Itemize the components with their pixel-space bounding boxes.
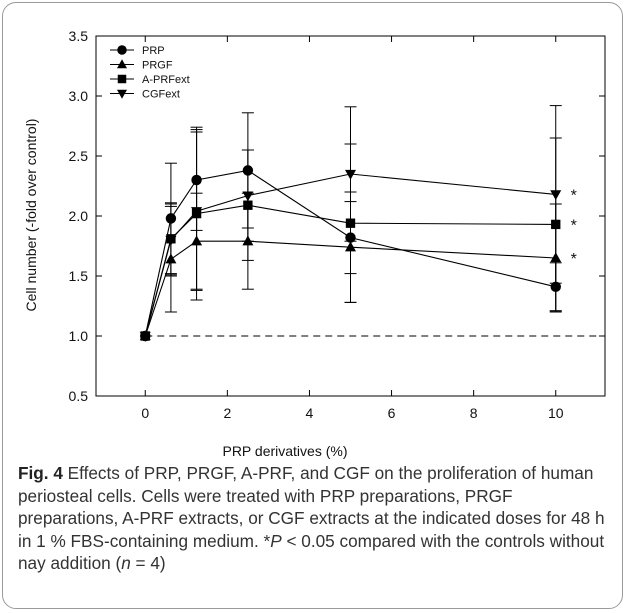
- x-tick-label: 0: [141, 405, 149, 421]
- data-point-prp: [550, 281, 561, 293]
- data-point-prgf: [191, 235, 203, 246]
- y-tick-label: 1.0: [69, 328, 89, 344]
- y-tick-label: 1.5: [69, 268, 89, 284]
- figure-caption: Fig. 4 Effects of PRP, PRGF, A-PRF, and …: [18, 462, 612, 575]
- data-point-a-prfext: [345, 218, 356, 228]
- data-point-prgf: [165, 253, 177, 264]
- y-tick-label: 3.0: [69, 88, 89, 104]
- x-tick-label: 4: [306, 405, 314, 421]
- caption-text-3: = 4): [130, 553, 166, 574]
- data-point-cgfext: [165, 235, 177, 246]
- data-point-prp: [191, 174, 202, 186]
- data-point-prgf: [550, 252, 562, 263]
- data-point-cgfext: [550, 190, 562, 201]
- data-point-a-prfext: [551, 219, 561, 230]
- significance-mark-prgf: *: [571, 251, 577, 268]
- legend-label-cgfext: CGFext: [142, 89, 180, 101]
- significance-mark-cgfext: *: [571, 187, 577, 204]
- legend-label-a-prfext: A-PRFext: [142, 74, 190, 86]
- legend-marker-prgf: [117, 59, 127, 69]
- y-tick-label: 2.5: [69, 148, 89, 164]
- series-line-prgf: [144, 240, 556, 337]
- caption-label: Fig. 4: [18, 463, 63, 483]
- x-tick-label: 2: [223, 405, 231, 421]
- data-point-cgfext: [345, 169, 356, 180]
- data-point-a-prfext: [243, 200, 253, 210]
- legend-marker-prp: [117, 45, 127, 55]
- data-point-cgfext: [191, 207, 203, 217]
- legend-marker-cgfext: [117, 89, 127, 99]
- y-tick-label: 0.5: [69, 388, 89, 404]
- data-point-cgfext: [242, 191, 254, 202]
- line-chart: * * * 0.5 1.0 1.5 2.0 2.5 3.0 3.5 0 2 4 6 8 10 PRP PRGF…: [23, 28, 606, 459]
- y-tick-label: 3.5: [69, 28, 89, 44]
- x-tick-label: 6: [388, 405, 396, 421]
- chart-legend: PRP PRGF A-PRFext CGFext: [110, 45, 190, 101]
- data-point-prp: [242, 165, 254, 176]
- caption-text-1: Effects of PRP, PRGF, A-PRF, and CGF on …: [18, 463, 605, 551]
- y-axis-label: Cell number (-fold over control): [23, 119, 39, 312]
- x-tick-label: 10: [548, 405, 564, 421]
- data-point-prgf: [345, 241, 356, 252]
- x-axis-label: PRP derivatives (%): [222, 443, 347, 459]
- caption-p-symbol: P: [270, 530, 282, 551]
- legend-label-prgf: PRGF: [142, 60, 173, 72]
- caption-text-2: < 0.05 compared with the controls withou…: [18, 530, 605, 574]
- data-point-cgfext: [139, 331, 151, 342]
- data-point-prp: [165, 213, 177, 224]
- data-point-prp: [345, 232, 356, 243]
- significance-mark-a-prfext: *: [571, 217, 577, 234]
- y-tick-label: 2.0: [69, 208, 89, 224]
- x-tick-label: 8: [470, 405, 478, 421]
- legend-marker-a-prfext: [117, 74, 127, 84]
- caption-n-symbol: n: [121, 553, 131, 574]
- series-line-cgfext: [144, 173, 556, 337]
- legend-label-prp: PRP: [142, 45, 165, 57]
- data-point-prgf: [242, 235, 254, 246]
